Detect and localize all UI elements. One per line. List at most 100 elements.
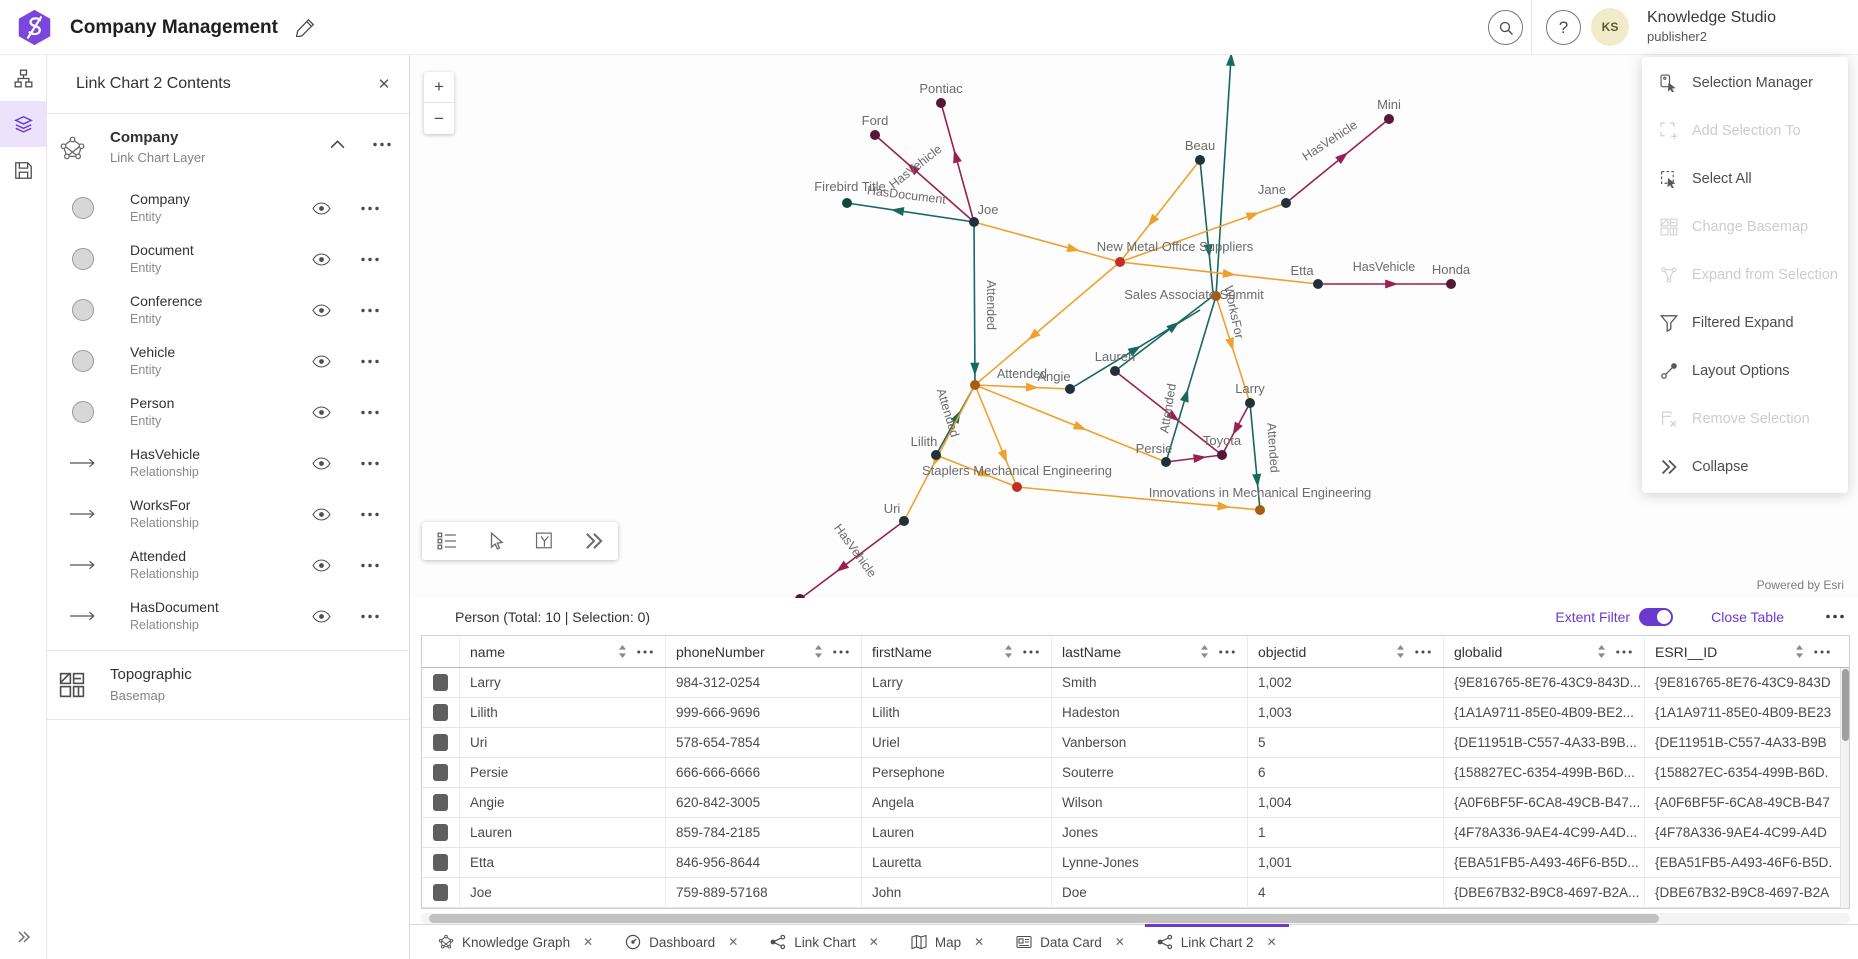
tab-close-icon[interactable]: ✕ bbox=[1114, 935, 1125, 949]
column-header-ESRI__ID[interactable]: ESRI__ID bbox=[1645, 636, 1842, 667]
menu-item-select-all[interactable]: Select All bbox=[1642, 155, 1848, 203]
visibility-eye-icon[interactable] bbox=[312, 253, 331, 266]
layer-item-person[interactable]: Person Entity bbox=[47, 387, 409, 438]
close-panel-icon[interactable]: ✕ bbox=[377, 76, 391, 93]
graph-node[interactable] bbox=[1012, 482, 1022, 492]
graph-node[interactable] bbox=[1313, 279, 1323, 289]
table-row[interactable]: Larry 984-312-0254 Larry Smith 1,002 {9E81676… bbox=[422, 668, 1849, 698]
visibility-eye-icon[interactable] bbox=[312, 304, 331, 317]
cursor-icon[interactable] bbox=[486, 532, 506, 550]
graph-node[interactable] bbox=[1211, 291, 1221, 301]
visibility-eye-icon[interactable] bbox=[312, 202, 331, 215]
item-options-icon[interactable] bbox=[361, 410, 379, 415]
tab-link-chart[interactable]: Link Chart ✕ bbox=[754, 925, 895, 959]
column-options-icon[interactable] bbox=[1415, 649, 1431, 654]
column-header-globalid[interactable]: globalid bbox=[1444, 636, 1645, 667]
zoom-in-button[interactable]: + bbox=[424, 72, 454, 103]
column-options-icon[interactable] bbox=[637, 649, 653, 654]
layer-item-document[interactable]: Document Entity bbox=[47, 234, 409, 285]
graph-node[interactable] bbox=[899, 516, 909, 526]
row-select-handle[interactable] bbox=[433, 734, 448, 751]
visibility-eye-icon[interactable] bbox=[312, 508, 331, 521]
row-select-handle[interactable] bbox=[433, 764, 448, 781]
sort-icon[interactable] bbox=[1004, 645, 1013, 658]
graph-node[interactable] bbox=[870, 130, 880, 140]
layer-item-company[interactable]: Company Entity bbox=[47, 183, 409, 234]
table-horizontal-scrollbar[interactable] bbox=[421, 913, 1850, 924]
rail-expand-button[interactable] bbox=[0, 921, 47, 953]
row-select-handle[interactable] bbox=[433, 824, 448, 841]
item-options-icon[interactable] bbox=[361, 257, 379, 262]
row-select-handle[interactable] bbox=[433, 854, 448, 871]
sort-icon[interactable] bbox=[1396, 645, 1405, 658]
tab-map[interactable]: Map ✕ bbox=[895, 925, 1000, 959]
graph-node[interactable] bbox=[1446, 279, 1456, 289]
graph-node[interactable] bbox=[1281, 198, 1291, 208]
row-select-handle[interactable] bbox=[433, 884, 448, 901]
menu-item-selection-manager[interactable]: Selection Manager bbox=[1642, 59, 1848, 107]
graph-node[interactable] bbox=[970, 380, 980, 390]
graph-node[interactable] bbox=[1245, 398, 1255, 408]
edit-title-icon[interactable] bbox=[296, 18, 315, 37]
visibility-eye-icon[interactable] bbox=[312, 355, 331, 368]
link-chart-layer-group[interactable]: Company Link Chart Layer bbox=[47, 114, 409, 183]
column-header-phoneNumber[interactable]: phoneNumber bbox=[666, 636, 862, 667]
lasso-select-icon[interactable] bbox=[535, 532, 555, 550]
graph-node[interactable] bbox=[842, 198, 852, 208]
graph-node[interactable] bbox=[1065, 384, 1075, 394]
visibility-eye-icon[interactable] bbox=[312, 406, 331, 419]
search-button[interactable] bbox=[1488, 10, 1523, 45]
sort-icon[interactable] bbox=[618, 645, 627, 658]
column-header-lastName[interactable]: lastName bbox=[1052, 636, 1248, 667]
link-chart-graph[interactable]: Pontiac Ford Firebird Title Joe Beau Jane Mini… bbox=[410, 55, 1858, 598]
menu-item-collapse[interactable]: Collapse bbox=[1642, 443, 1848, 491]
graph-node[interactable] bbox=[1195, 155, 1205, 165]
tab-close-icon[interactable]: ✕ bbox=[868, 935, 879, 949]
column-options-icon[interactable] bbox=[1814, 649, 1830, 654]
column-header-objectid[interactable]: objectid bbox=[1248, 636, 1444, 667]
table-row[interactable]: Etta 846-956-8644 Lauretta Lynne-Jones 1,001… bbox=[422, 848, 1849, 878]
item-options-icon[interactable] bbox=[361, 359, 379, 364]
table-options-icon[interactable] bbox=[1826, 614, 1844, 619]
graph-node[interactable] bbox=[1217, 450, 1227, 460]
tab-close-icon[interactable]: ✕ bbox=[583, 935, 594, 949]
tab-close-icon[interactable]: ✕ bbox=[728, 935, 739, 949]
extent-filter-toggle[interactable] bbox=[1639, 607, 1674, 626]
graph-node[interactable] bbox=[1161, 457, 1171, 467]
table-row[interactable]: Persie 666-666-6666 Persephone Souterre 6 {15… bbox=[422, 758, 1849, 788]
tab-knowledge-graph[interactable]: Knowledge Graph ✕ bbox=[422, 925, 609, 959]
graph-node[interactable] bbox=[1384, 114, 1394, 124]
column-options-icon[interactable] bbox=[1219, 649, 1235, 654]
rail-button-2[interactable] bbox=[0, 147, 47, 193]
layer-item-hasdocument[interactable]: HasDocument Relationship bbox=[47, 591, 409, 642]
table-row[interactable]: Lilith 999-666-9696 Lilith Hadeston 1,003 {1A… bbox=[422, 698, 1849, 728]
menu-item-layout-options[interactable]: Layout Options bbox=[1642, 347, 1848, 395]
graph-node[interactable] bbox=[931, 450, 941, 460]
zoom-out-button[interactable]: − bbox=[434, 108, 444, 128]
item-options-icon[interactable] bbox=[361, 308, 379, 313]
app-logo-icon[interactable] bbox=[16, 9, 53, 46]
row-select-handle[interactable] bbox=[433, 674, 448, 691]
item-options-icon[interactable] bbox=[361, 461, 379, 466]
item-options-icon[interactable] bbox=[361, 206, 379, 211]
link-chart-canvas[interactable]: Pontiac Ford Firebird Title Joe Beau Jane Mini… bbox=[410, 55, 1858, 598]
layer-item-vehicle[interactable]: Vehicle Entity bbox=[47, 336, 409, 387]
row-select-handle[interactable] bbox=[433, 704, 448, 721]
column-options-icon[interactable] bbox=[833, 649, 849, 654]
table-row[interactable]: Joe 759-889-57168 John Doe 4 {DBE67B32-B9C8-4… bbox=[422, 878, 1849, 908]
layer-options-icon[interactable] bbox=[373, 142, 391, 147]
item-options-icon[interactable] bbox=[361, 563, 379, 568]
table-vertical-scrollbar[interactable] bbox=[1840, 668, 1849, 908]
column-options-icon[interactable] bbox=[1616, 649, 1632, 654]
graph-node[interactable] bbox=[1110, 366, 1120, 376]
rail-button-1[interactable] bbox=[0, 101, 47, 147]
close-table-button[interactable]: Close Table bbox=[1711, 608, 1784, 625]
layer-item-worksfor[interactable]: WorksFor Relationship bbox=[47, 489, 409, 540]
legend-icon[interactable] bbox=[436, 532, 457, 550]
item-options-icon[interactable] bbox=[361, 512, 379, 517]
table-row[interactable]: Lauren 859-784-2185 Lauren Jones 1 {4F78A336-… bbox=[422, 818, 1849, 848]
sort-icon[interactable] bbox=[1200, 645, 1209, 658]
double-chevron-icon[interactable] bbox=[584, 532, 604, 550]
rail-button-0[interactable] bbox=[0, 55, 47, 101]
chevron-up-icon[interactable] bbox=[330, 140, 345, 149]
